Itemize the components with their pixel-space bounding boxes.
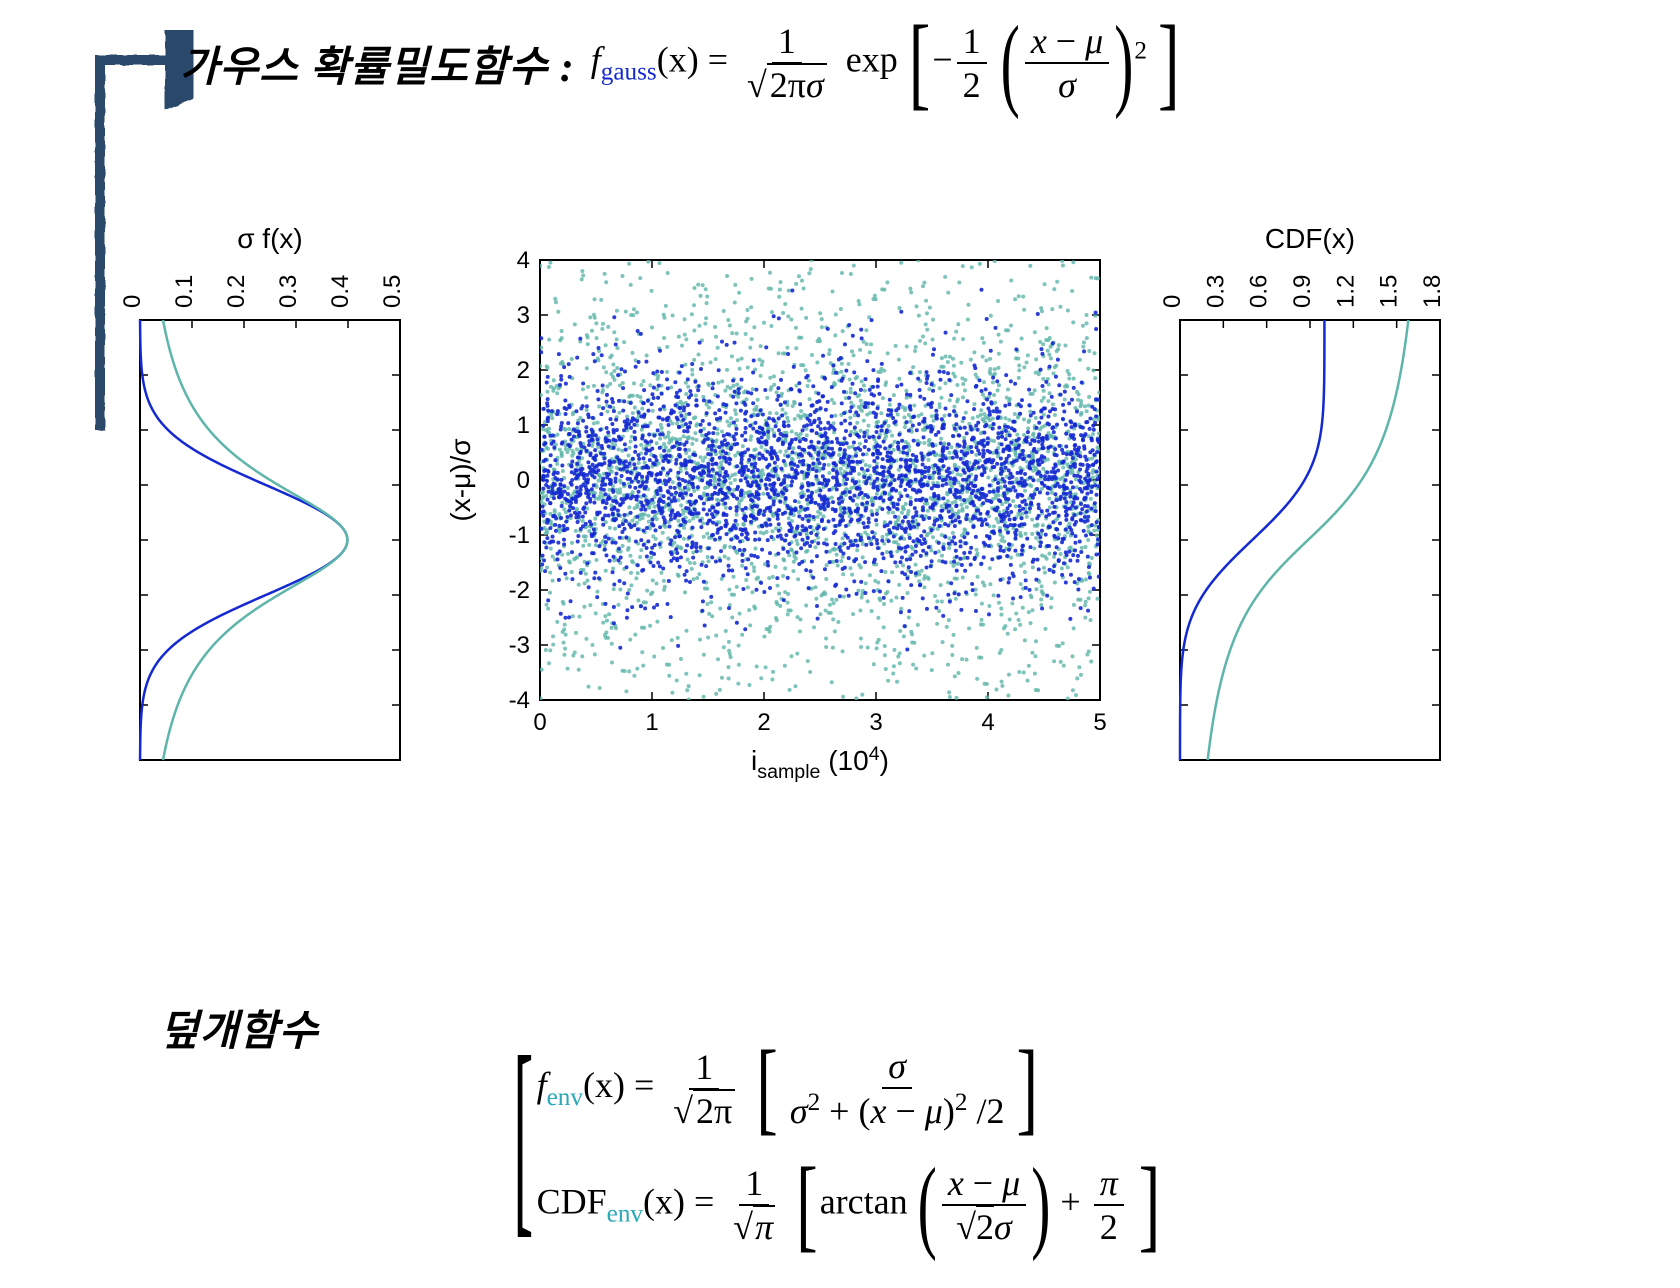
svg-text:0.1: 0.1 (171, 275, 198, 308)
svg-text:4: 4 (517, 247, 530, 274)
svg-text:-1: -1 (509, 522, 530, 549)
svg-text:0: 0 (119, 295, 146, 308)
arrow-to-formulas (340, 1030, 500, 1080)
scatter-panel: -4 -3 -2 -1 0 1 2 3 4 0 1 2 3 4 5 (x-μ)/σ isample (104) (440, 220, 1120, 810)
svg-text:4: 4 (981, 709, 994, 736)
cdf-panel: CDF(x)00.30.60.91.21.51.8 (1140, 220, 1480, 780)
svg-text:2: 2 (517, 357, 530, 384)
svg-text:0: 0 (517, 467, 530, 494)
big-left-bracket: [ (513, 1036, 533, 1234)
fenv-formula: fenv(x) = 1√2π [σσ2 + (x − μ)2 /2] (537, 1045, 1163, 1132)
svg-text:-4: -4 (509, 687, 530, 714)
svg-text:isample (104): isample (104) (751, 743, 889, 783)
svg-text:σ f(x): σ f(x) (237, 223, 303, 254)
gauss-formula: fgauss(x) = 1√2πσ exp [−12 (x − μσ)2 ] (591, 20, 1182, 106)
svg-text:-3: -3 (509, 632, 530, 659)
svg-text:0.2: 0.2 (223, 275, 250, 308)
svg-text:5: 5 (1093, 709, 1106, 736)
cdfenv-formula: CDFenv(x) = 1√π [arctan (x − μ√2σ) + π2 … (537, 1162, 1163, 1248)
chart-panels: σ f(x) 0 0.1 0.2 0.3 0.4 0.5 -4 -3 -2 -1 0 1 2 3 4 0 1 2 3… (100, 220, 1480, 810)
svg-text:3: 3 (517, 302, 530, 329)
envelope-label-row: 덮개함수 (160, 997, 319, 1058)
svg-text:(x-μ)/σ: (x-μ)/σ (445, 438, 476, 521)
svg-text:0: 0 (533, 709, 546, 736)
envelope-korean-label: 덮개함수 (160, 997, 319, 1058)
gauss-korean-label: 가우스 확률밀도함수 : (180, 33, 575, 94)
svg-text:-2: -2 (509, 577, 530, 604)
pdf-panel: σ f(x) 0 0.1 0.2 0.3 0.4 0.5 (100, 220, 420, 780)
svg-text:1: 1 (645, 709, 658, 736)
svg-text:3: 3 (869, 709, 882, 736)
gauss-formula-row: 가우스 확률밀도함수 : fgauss(x) = 1√2πσ exp [−12 … (180, 20, 1182, 106)
svg-text:0.3: 0.3 (275, 275, 302, 308)
envelope-formulas-group: [ fenv(x) = 1√2π [σσ2 + (x − μ)2 /2] CDF… (490, 1045, 1162, 1248)
svg-text:0.4: 0.4 (327, 275, 354, 308)
arrow-to-envelope (200, 640, 260, 980)
svg-text:0.5: 0.5 (379, 275, 406, 308)
svg-text:1: 1 (517, 412, 530, 439)
svg-text:2: 2 (757, 709, 770, 736)
